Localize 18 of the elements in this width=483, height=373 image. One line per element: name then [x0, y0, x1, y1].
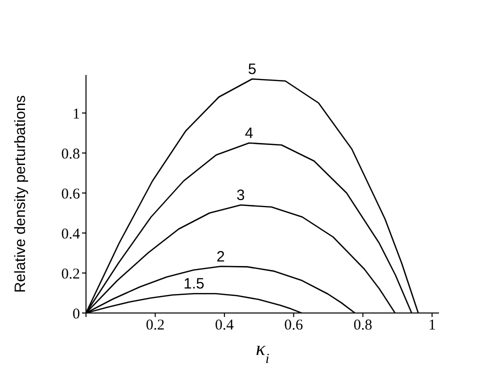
y-tick-label: 1 [72, 106, 80, 122]
y-tick-label: 0.8 [61, 146, 80, 162]
series-label: 5 [248, 61, 256, 78]
y-axis-title: Relative density perturbations [12, 95, 29, 293]
series-label: 1.5 [184, 276, 204, 293]
y-tick-label: 0.2 [61, 266, 80, 282]
series-label: 3 [236, 187, 245, 204]
x-tick-label: 0.8 [353, 318, 372, 334]
x-tick-label: 1 [428, 318, 436, 334]
y-tick-label: 0.6 [61, 186, 80, 202]
series-label: 4 [244, 125, 254, 142]
series-label: 2 [216, 248, 225, 266]
y-tick-label: 0.4 [61, 226, 80, 242]
x-axis-title: κ$_{i}$ [256, 338, 270, 366]
x-tick-label: 0.6 [284, 318, 304, 334]
x-tick-label: 0.2 [146, 318, 165, 334]
y-tick-label: 0 [72, 306, 80, 322]
x-tick-label: 0.4 [215, 318, 234, 334]
